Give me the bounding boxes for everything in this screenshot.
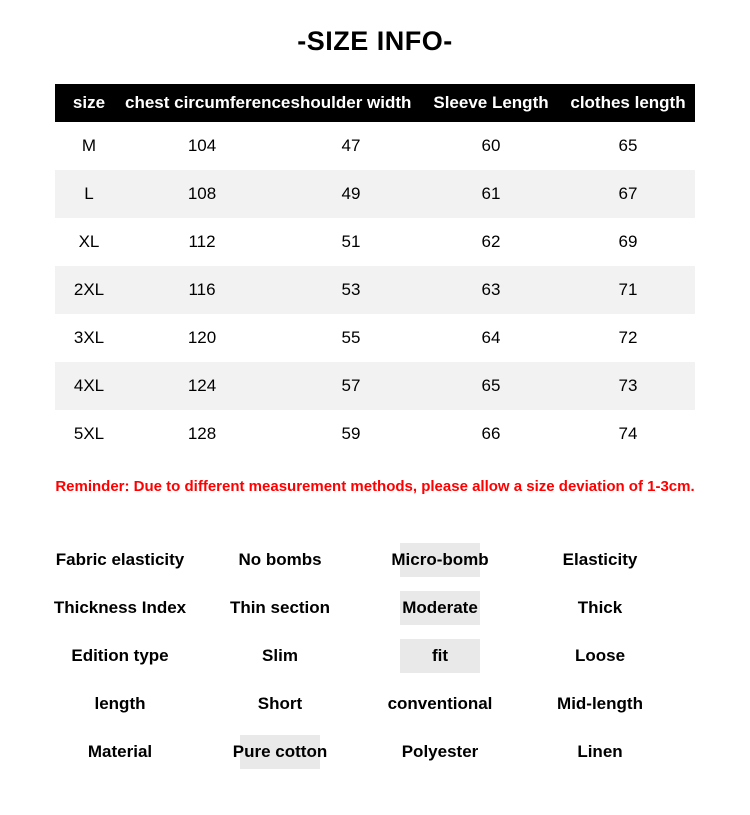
size-table-row: 5XL 128 59 66 74 [55, 410, 695, 458]
attribute-option: Micro-bomb [391, 550, 489, 569]
attribute-row-fabric-elasticity: Fabric elasticity No bombs Micro-bomb El… [40, 536, 680, 584]
attributes-section: Fabric elasticity No bombs Micro-bomb El… [40, 536, 680, 776]
col-header-clothes: clothes length [561, 84, 695, 122]
measurement-cell: 104 [187, 136, 217, 155]
attribute-option: Linen [577, 742, 623, 761]
size-label-cell: 4XL [73, 376, 105, 395]
attribute-option: No bombs [238, 550, 322, 569]
attribute-row-material: Material Pure cotton Polyester Linen [40, 728, 680, 776]
size-table-header-row: size chest circumference shoulder width … [55, 84, 695, 122]
attribute-option: Thin section [229, 598, 331, 617]
size-label-cell: 5XL [73, 424, 105, 443]
measurement-cell: 51 [341, 232, 361, 251]
measurement-cell: 116 [188, 280, 216, 299]
size-label-cell: XL [78, 232, 100, 251]
attribute-option: Polyester [401, 742, 479, 761]
col-header-size: size [55, 84, 123, 122]
measurement-cell: 74 [618, 424, 638, 443]
measurement-cell: 71 [618, 280, 638, 299]
size-label-cell: L [84, 184, 94, 203]
attribute-label: Thickness Index [53, 598, 187, 617]
attribute-option: Slim [262, 646, 298, 665]
size-table-row: L 108 49 61 67 [55, 170, 695, 218]
attribute-row-length: length Short conventional Mid-length [40, 680, 680, 728]
size-table-row: 2XL 116 53 63 71 [55, 266, 695, 314]
col-header-shoulder: shoulder width [281, 84, 421, 122]
size-table-row: M 104 47 60 65 [55, 122, 695, 170]
measurement-cell: 60 [481, 136, 501, 155]
measurement-cell: 69 [618, 232, 638, 251]
attribute-option: fit [431, 646, 449, 665]
measurement-cell: 53 [341, 280, 361, 299]
measurement-cell: 55 [341, 328, 361, 347]
size-label-cell: 2XL [73, 280, 105, 299]
measurement-cell: 64 [481, 328, 501, 347]
attribute-option: conventional [387, 694, 493, 713]
col-header-chest: chest circumference [123, 84, 290, 122]
measurement-cell: 72 [618, 328, 638, 347]
measurement-cell: 65 [481, 376, 501, 395]
col-header-sleeve: Sleeve Length [421, 84, 561, 122]
attribute-option: Pure cotton [232, 742, 328, 761]
reminder-text: Reminder: Due to different measurement m… [55, 478, 695, 495]
attribute-option: Short [257, 694, 303, 713]
measurement-cell: 62 [481, 232, 501, 251]
attribute-label: Material [87, 742, 153, 761]
measurement-cell: 47 [341, 136, 361, 155]
measurement-cell: 120 [187, 328, 217, 347]
size-table-row: 3XL 120 55 64 72 [55, 314, 695, 362]
size-table-row: 4XL 124 57 65 73 [55, 362, 695, 410]
measurement-cell: 108 [187, 184, 217, 203]
attribute-option: Elasticity [562, 550, 638, 569]
page-title: -SIZE INFO- [297, 26, 453, 56]
measurement-cell: 63 [481, 280, 501, 299]
attribute-row-thickness-index: Thickness Index Thin section Moderate Th… [40, 584, 680, 632]
size-table-row: XL 112 51 62 69 [55, 218, 695, 266]
measurement-cell: 65 [618, 136, 638, 155]
measurement-cell: 73 [618, 376, 638, 395]
measurement-cell: 128 [187, 424, 217, 443]
measurement-cell: 67 [618, 184, 638, 203]
size-label-cell: M [81, 136, 97, 155]
measurement-cell: 66 [481, 424, 501, 443]
size-table: size chest circumference shoulder width … [55, 84, 695, 458]
measurement-cell: 124 [187, 376, 217, 395]
attribute-label: length [94, 694, 146, 713]
attribute-option: Moderate [402, 598, 478, 617]
measurement-cell: 112 [188, 232, 216, 251]
measurement-cell: 49 [341, 184, 361, 203]
size-label-cell: 3XL [73, 328, 105, 347]
attribute-option: Mid-length [557, 694, 643, 713]
attribute-row-edition-type: Edition type Slim fit Loose [40, 632, 680, 680]
measurement-cell: 59 [341, 424, 361, 443]
attribute-label: Edition type [71, 646, 169, 665]
attribute-label: Fabric elasticity [55, 550, 185, 569]
measurement-cell: 57 [341, 376, 361, 395]
attribute-option: Loose [574, 646, 626, 665]
attribute-option: Thick [577, 598, 623, 617]
measurement-cell: 61 [481, 184, 501, 203]
